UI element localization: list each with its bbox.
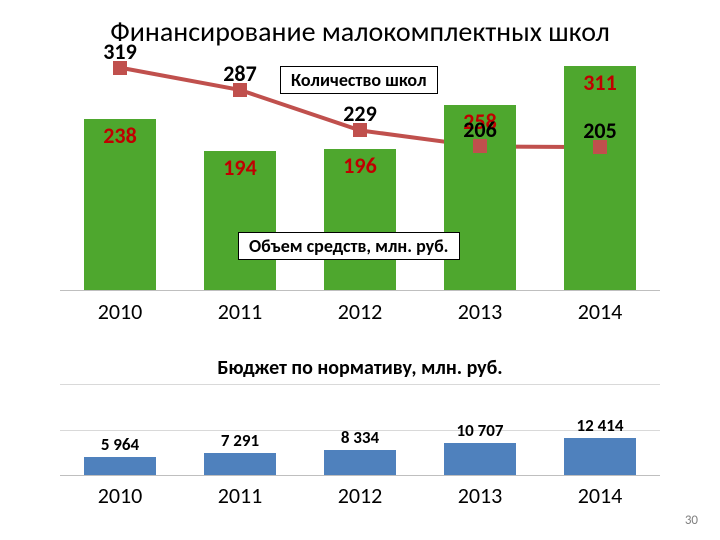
bottom-bar: 12 414 [564, 438, 636, 475]
top-x-label: 2010 [60, 298, 180, 325]
line-value: 206 [450, 116, 510, 143]
bottom-bar-rect [204, 453, 276, 475]
page-number: 30 [685, 513, 698, 528]
bottom-bar-value: 10 707 [430, 420, 530, 441]
bottom-bar: 5 964 [84, 457, 156, 475]
bottom-x-label: 2013 [420, 482, 540, 509]
line-value: 229 [330, 100, 390, 127]
bottom-x-label: 2014 [540, 482, 660, 509]
bottom-bar-rect [84, 457, 156, 475]
bottom-bar: 7 291 [204, 453, 276, 475]
bar-legend: Объем средств, млн. руб. [238, 232, 460, 260]
top-chart-plot: 238194196258311319287229206205Количество… [60, 60, 660, 291]
bottom-bar-value: 12 414 [550, 415, 650, 436]
top-bar-value: 194 [204, 154, 276, 181]
bottom-bar-value: 8 334 [310, 427, 410, 448]
bottom-x-label: 2011 [180, 482, 300, 509]
line-legend: Количество школ [280, 66, 438, 94]
top-bar: 311 [564, 66, 636, 290]
bottom-bar: 10 707 [444, 443, 516, 475]
bottom-x-label: 2012 [300, 482, 420, 509]
top-bar-rect [564, 66, 636, 290]
top-x-label: 2011 [180, 298, 300, 325]
top-x-label: 2014 [540, 298, 660, 325]
top-x-label: 2013 [420, 298, 540, 325]
line-value: 319 [90, 38, 150, 65]
top-x-label: 2012 [300, 298, 420, 325]
bottom-bar-value: 7 291 [190, 430, 290, 451]
line-value: 287 [210, 60, 270, 87]
top-bar: 196 [324, 149, 396, 290]
bottom-chart-plot: 5 964 7 291 8 334 10 707 12 414 [60, 384, 660, 476]
top-bar-value: 238 [84, 122, 156, 149]
bottom-bar-rect [324, 450, 396, 475]
top-bar: 194 [204, 151, 276, 290]
top-bar-value: 311 [564, 69, 636, 96]
bottom-chart-title: Бюджет по нормативу, млн. руб. [0, 356, 720, 380]
slide: Финансирование малокомплектных школ 2381… [0, 0, 720, 540]
top-bar: 238 [84, 119, 156, 290]
bottom-chart: 5 964 7 291 8 334 10 707 12 414 201020112012… [60, 384, 660, 514]
top-bar-value: 196 [324, 152, 396, 179]
bottom-bar-value: 5 964 [70, 434, 170, 455]
line-value: 205 [570, 117, 630, 144]
top-chart: 238194196258311319287229206205Количество… [60, 60, 660, 330]
bottom-bar: 8 334 [324, 450, 396, 475]
bottom-x-label: 2010 [60, 482, 180, 509]
bottom-bar-rect [444, 443, 516, 475]
bottom-bar-rect [564, 438, 636, 475]
